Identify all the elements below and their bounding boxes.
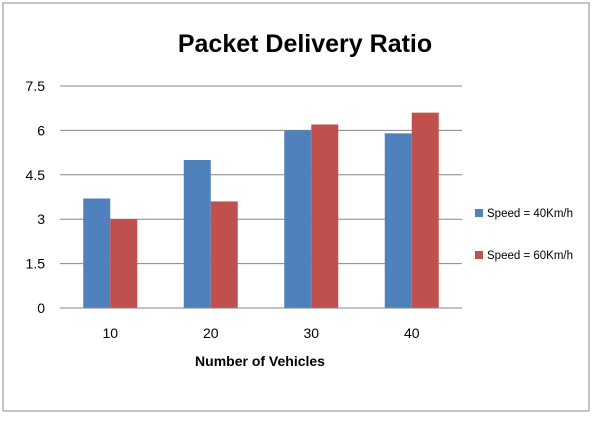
- x-tick-label: 20: [203, 325, 219, 341]
- bar-speed-40km-h-40: [384, 133, 412, 308]
- bar-speed-60km-h-20: [210, 201, 238, 308]
- y-tick-label: 1.5: [26, 256, 46, 272]
- legend: Speed = 40Km/h Speed = 60Km/h: [475, 208, 573, 262]
- x-axis-label: Number of Vehicles: [195, 353, 325, 369]
- y-tick-label: 0: [37, 300, 45, 316]
- y-tick-label: 4.5: [26, 167, 46, 183]
- plot-area: [83, 112, 439, 308]
- legend-label: Speed = 60Km/h: [487, 250, 573, 262]
- bar-speed-60km-h-30: [311, 124, 339, 308]
- x-tick-label: 10: [102, 325, 118, 341]
- y-tick-label: 7.5: [26, 78, 46, 94]
- bar-speed-40km-h-20: [183, 160, 211, 308]
- legend-label: Speed = 40Km/h: [487, 208, 573, 220]
- legend-swatch: [475, 209, 483, 217]
- x-axis-ticks: 10 20 30 40: [102, 325, 419, 341]
- x-tick-label: 40: [404, 325, 420, 341]
- bar-speed-60km-h-10: [110, 219, 138, 308]
- bar-speed-60km-h-40: [411, 112, 439, 308]
- legend-swatch: [475, 251, 483, 259]
- bar-speed-40km-h-10: [83, 198, 111, 308]
- chart-title: Packet Delivery Ratio: [178, 30, 432, 58]
- y-tick-label: 3: [37, 211, 45, 227]
- x-tick-label: 30: [303, 325, 319, 341]
- bar-speed-40km-h-30: [284, 130, 312, 308]
- y-tick-label: 6: [37, 122, 45, 138]
- y-axis-ticks: 0 1.5 3 4.5 6 7.5: [26, 78, 46, 316]
